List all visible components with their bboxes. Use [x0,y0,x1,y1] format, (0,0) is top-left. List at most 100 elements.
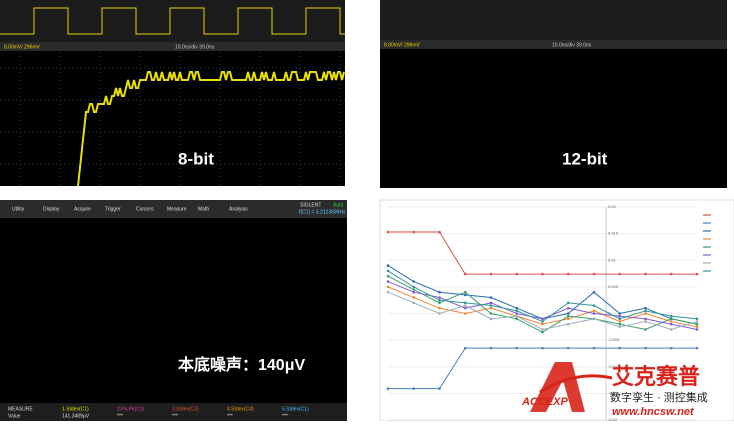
series-point [541,272,544,276]
series-point [695,325,699,329]
y-tick-label: -0.02 [608,417,618,421]
series-point [489,296,493,299]
series-point [386,269,390,273]
measure-item: 5.Stdev(C1) [282,406,309,412]
logo-text: ACCEXP [521,396,569,408]
series-point [412,230,416,234]
status-left: 8.00mV/ 296mV [4,44,41,50]
y-tick-label: -0.01 [608,364,618,369]
series-point [515,346,519,350]
series-point [541,317,544,321]
series-point [669,322,673,326]
series-point [386,285,390,289]
panel-label: 12-bit [562,149,608,168]
series-point [541,328,544,331]
series-point [489,304,493,307]
series-point [669,317,673,321]
series-point [463,304,467,307]
series-point [412,387,416,390]
menu-item: Math [198,206,209,212]
series-point [463,301,467,305]
series-point [515,306,519,310]
series-point [386,290,390,294]
series-point [515,312,519,315]
menu-item: Analysis [229,206,248,212]
series-point [438,306,441,310]
series-point [566,314,570,318]
y-tick-label: 0.01 [608,257,617,262]
series-point [386,274,390,278]
series-point [644,312,647,315]
value-title: Value [8,413,21,419]
series-point [618,272,622,276]
series-point [644,346,647,350]
measure-value: *** [282,413,288,419]
series-point [463,346,467,350]
menu-item: Measure [167,206,187,212]
series-point [592,309,596,313]
series-point [438,230,441,234]
series-point [592,317,596,321]
series-point [541,320,544,323]
series-point [618,322,622,326]
series-point [669,346,673,350]
series-point [386,264,390,267]
series-point [489,312,493,315]
measure-value: *** [117,413,123,419]
measure-item: 2.Pk-Pk(C1) [117,406,145,412]
series-point [463,293,467,297]
series-point [412,290,416,294]
line-chart: 0.020.0150.010.0050-0.005-0.01-0.015-0.0… [386,204,711,422]
series-point [695,320,699,323]
series-point [618,346,622,350]
series-point [566,301,570,305]
menu-bar [0,200,347,218]
waveform [77,71,345,187]
series-point [618,325,622,329]
series-point [386,230,390,234]
series-point [566,322,570,326]
scope-frame [0,200,347,421]
menu-item: Acquire [74,206,91,212]
brand-name: 艾克赛普 [612,364,700,389]
series-point [592,272,596,276]
series-point [412,288,416,291]
logo-shape [530,362,585,412]
series-point [438,298,441,302]
series-point [566,317,570,321]
menu-item: Utility [12,206,25,212]
y-tick-label: 0.015 [608,231,619,236]
series-point [669,328,673,331]
overview-wave [0,7,345,35]
series-point [695,328,699,331]
measure-bar [0,403,347,421]
measure-value: *** [172,413,178,419]
y-tick-label: 0.005 [608,284,619,289]
brand: SIGLENT [300,202,321,208]
measure-value: *** [227,413,233,419]
series-point [515,272,519,276]
panel-label: 本底噪声：140μV [178,355,305,374]
series-point [644,317,647,321]
series-point [669,320,673,323]
mode: Auto [333,202,344,208]
series-point [412,296,416,299]
series-point [489,272,493,276]
series-point [592,346,596,350]
measure-item: 4.Stdev(C4) [227,406,254,412]
menu-item: Display [43,206,60,212]
status-bar [0,42,345,51]
menu-item: Cursors [136,206,154,212]
series-point [541,346,544,350]
series-point [566,346,570,350]
y-tick-label: -0.005 [608,337,620,342]
series-point [669,272,673,276]
series-point [515,309,519,313]
series-point [438,312,441,315]
overview-strip [380,0,727,40]
url: www.hncsw.net [612,406,695,418]
measure-title: MEASURE [8,406,33,412]
series-point [592,304,596,307]
series-point [386,387,390,390]
panel-label: 8-bit [178,149,214,168]
